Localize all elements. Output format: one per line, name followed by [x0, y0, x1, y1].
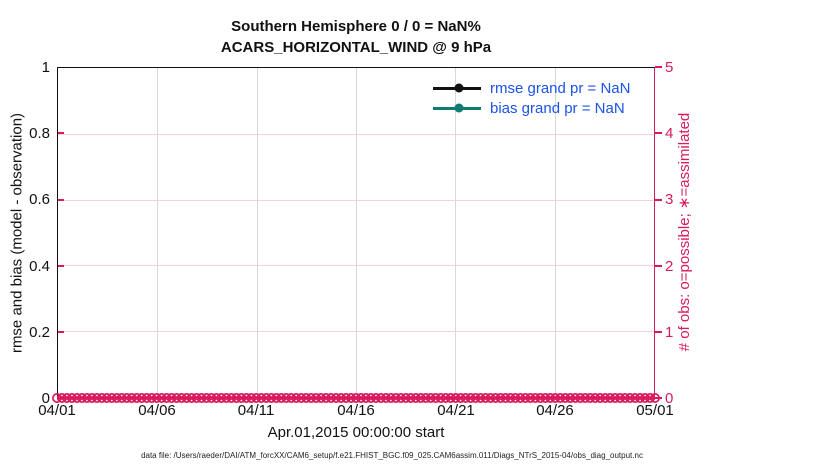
x-tick-label: 04/11 [237, 402, 275, 419]
y-left-tick-mark [58, 199, 64, 201]
y-left-tick-label: 1 [41, 59, 50, 76]
y-right-tick-label: 3 [665, 191, 674, 208]
gridline-vertical [256, 68, 258, 397]
x-tick-label: 04/01 [38, 402, 76, 419]
chart-title-block: Southern Hemisphere 0 / 0 = NaN% ACARS_H… [57, 16, 655, 58]
chart-title: Southern Hemisphere 0 / 0 = NaN% [231, 18, 481, 35]
y-left-tick-label: 0.6 [29, 191, 50, 208]
gridline-vertical [554, 68, 556, 397]
x-tick-label: 04/21 [437, 402, 475, 419]
y-right-tick-label: 1 [665, 324, 674, 341]
bias-line-marker-icon [433, 102, 485, 114]
gridline-vertical [356, 68, 357, 397]
y-left-tick-mark [58, 331, 64, 333]
gridline-horizontal [58, 133, 654, 135]
legend-label-bias: bias grand pr = NaN [490, 99, 625, 117]
y-left-axis-label: rmse and bias (model - observation) [8, 112, 26, 354]
y-right-tick-mark [655, 66, 662, 68]
y-left-tick-label: 0.2 [29, 324, 50, 341]
y-left-tick-label: 0.4 [29, 258, 50, 275]
y-right-tick-mark [655, 331, 662, 333]
gridline-horizontal [58, 331, 654, 333]
x-tick-label: 04/06 [138, 402, 176, 419]
y-right-tick-label: 4 [665, 125, 674, 142]
y-right-tick-mark [655, 265, 662, 267]
gridline-vertical [157, 68, 159, 397]
gridline-vertical [455, 68, 457, 397]
x-axis-label: Apr.01,2015 00:00:00 start [267, 424, 445, 441]
y-right-tick-label: 5 [665, 59, 674, 76]
y-left-tick-label: 0.8 [29, 125, 50, 142]
chart-subtitle: ACARS_HORIZONTAL_WIND @ 9 hPa [220, 39, 492, 56]
y-right-axis-label: # of obs: o=possible; ∗=assimilated [676, 112, 693, 352]
gridline-horizontal [58, 199, 654, 201]
legend-item-rmse: rmse grand pr = NaN [433, 78, 630, 98]
y-right-tick-mark [655, 199, 662, 201]
legend-label-rmse: rmse grand pr = NaN [490, 79, 631, 97]
x-tick-label: 04/16 [337, 402, 375, 419]
x-tick-label: 05/01 [636, 402, 674, 419]
legend: rmse grand pr = NaN bias grand pr = NaN [433, 78, 630, 118]
obs-marker-band [52, 393, 660, 403]
y-left-tick-mark [58, 132, 64, 134]
y-left-tick-label: 0 [41, 390, 50, 407]
y-right-tick-mark [655, 132, 662, 134]
gridline-horizontal [58, 265, 654, 267]
legend-item-bias: bias grand pr = NaN [433, 98, 630, 118]
y-right-tick-label: 2 [665, 258, 674, 275]
data-file-note: data file: /Users/raeder/DAI/ATM_forcXX/… [141, 451, 643, 460]
x-tick-label: 04/26 [536, 402, 574, 419]
rmse-line-marker-icon [433, 82, 485, 94]
y-left-tick-mark [58, 265, 64, 267]
y-right-tick-label: 0 [665, 390, 674, 407]
